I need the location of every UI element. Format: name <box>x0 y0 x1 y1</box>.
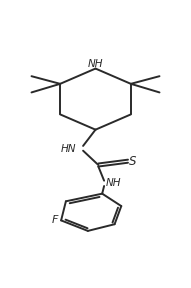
Text: NH: NH <box>88 58 103 69</box>
Text: F: F <box>52 215 58 226</box>
Text: S: S <box>129 155 136 168</box>
Text: HN: HN <box>61 144 76 154</box>
Text: NH: NH <box>106 178 121 188</box>
